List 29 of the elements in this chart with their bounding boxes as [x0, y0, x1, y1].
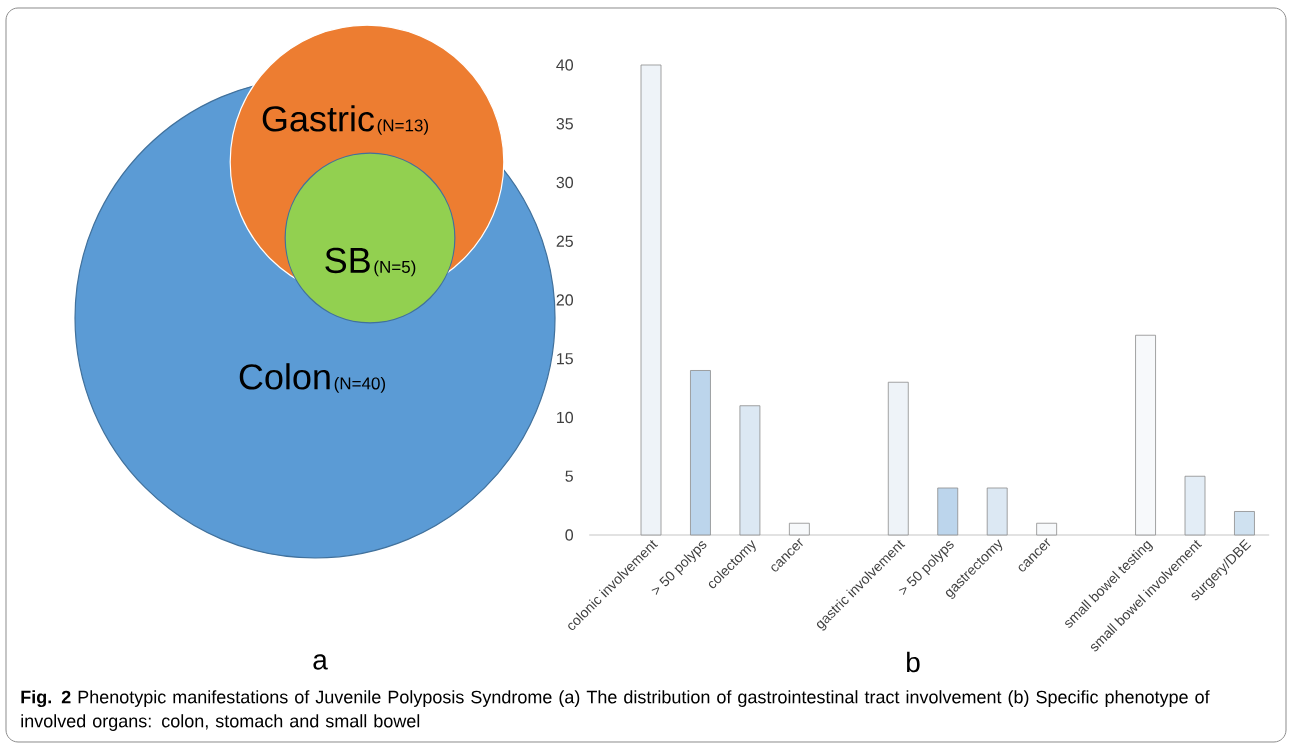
bar	[1184, 475, 1206, 536]
text: b	[907, 651, 920, 673]
bar	[1135, 334, 1156, 536]
y-tick-label: 30	[556, 176, 574, 189]
bar	[640, 64, 662, 536]
bar	[937, 487, 959, 536]
category-label: SB	[325, 247, 370, 274]
bar	[739, 405, 761, 536]
y-tick-label: 40	[556, 59, 574, 71]
y-tick-label: 5	[565, 470, 573, 482]
text: a	[313, 654, 328, 670]
bar	[690, 370, 711, 536]
y-tick-label: 15	[557, 353, 573, 365]
y-tick-label: 10	[557, 411, 574, 424]
bar	[788, 522, 810, 536]
bar	[986, 487, 1008, 536]
category-label: Colon	[239, 363, 330, 390]
y-tick-label: 35	[556, 118, 573, 130]
data-label: (N=13)	[377, 118, 429, 135]
data-label: (N=40)	[334, 376, 386, 393]
category-label: Gastric	[262, 105, 375, 132]
data-label: (N=5)	[374, 260, 416, 277]
bar	[1234, 511, 1255, 536]
bar	[1036, 522, 1058, 536]
bar	[887, 381, 909, 536]
y-tick-label: 0	[565, 529, 574, 541]
text: Fig. 2 Phenotypic manifestations of Juvenile Polyposis Syndrome (a) The distribution of gastrointestinal tract involvement (b) Specific phenotype of involved organs: colon, stomach and small bowel	[21, 690, 1210, 731]
y-tick-label: 25	[556, 235, 573, 247]
y-tick-label: 20	[556, 294, 574, 306]
